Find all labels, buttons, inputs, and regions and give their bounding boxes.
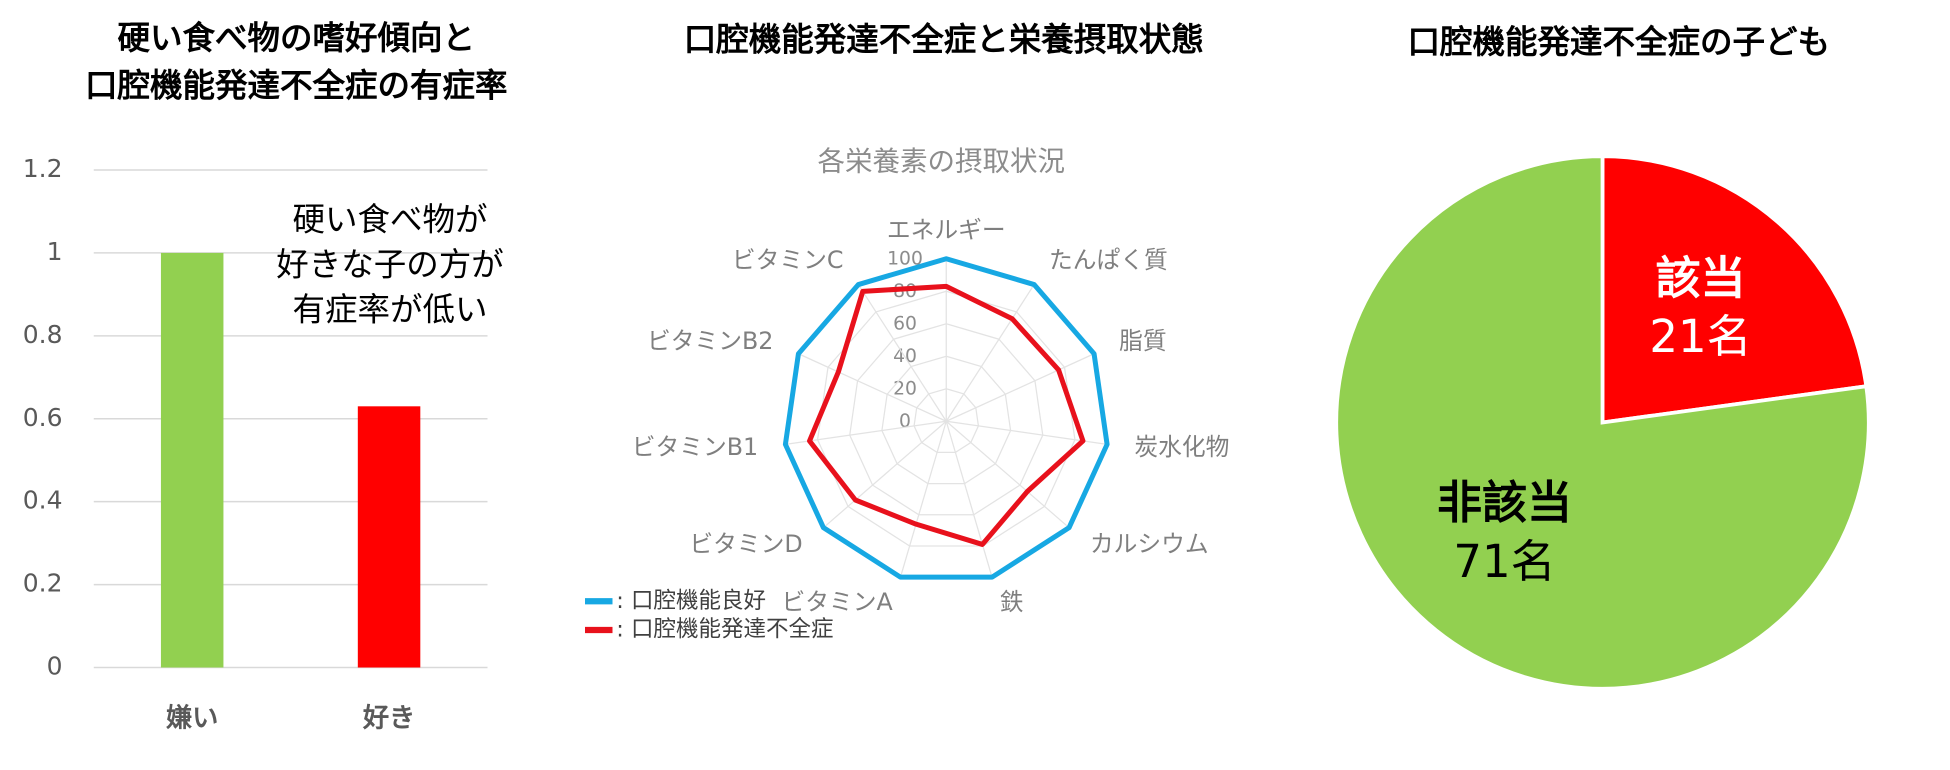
category-label: 炭水化物 [1134, 433, 1229, 461]
y-tick-label: 0.6 [23, 403, 63, 432]
y-tick-label: 0.2 [23, 569, 63, 598]
chart-subtitle: 各栄養素の摂取状況 [818, 146, 1066, 178]
axis-spoke [899, 421, 947, 578]
category-label: ビタミンC [732, 246, 844, 274]
category-label: ビタミンB2 [647, 327, 773, 355]
chart-title: 口腔機能発達不全症の子ども [1407, 23, 1830, 61]
pie-slice [1334, 154, 1871, 691]
series-line [807, 283, 1086, 547]
category-label: エネルギー [887, 216, 1006, 244]
category-label: ビタミンD [689, 530, 802, 558]
category-label: 鉄 [1000, 588, 1024, 616]
axis-spoke [945, 353, 1095, 422]
r-tick-label: 20 [893, 378, 917, 399]
axis-spoke [857, 284, 947, 422]
annotation: 有症率が低い [292, 290, 487, 328]
y-tick-label: 1 [47, 237, 63, 266]
legend-label: : 口腔機能良好 [616, 588, 766, 614]
chart-title: 硬い食べ物の嗜好傾向と [117, 19, 475, 57]
category-label: 脂質 [1119, 327, 1167, 355]
annotation: 好きな子の方が [276, 245, 504, 283]
bar [357, 406, 421, 668]
bar [160, 252, 224, 668]
category-label: ビタミンB1 [632, 433, 758, 461]
category-label: カルシウム [1090, 530, 1209, 558]
value-label: 71名 [1453, 535, 1555, 588]
series-line [782, 256, 1110, 580]
chart-title: 口腔機能発達不全症と栄養摂取状態 [684, 20, 1204, 58]
chart-title: 口腔機能発達不全症の有症率 [85, 67, 508, 105]
y-tick-label: 0.4 [23, 486, 63, 515]
value-label: 21名 [1649, 310, 1751, 363]
axis-spoke [945, 420, 1070, 529]
y-tick-label: 1.2 [23, 154, 63, 183]
category-label: たんぱく質 [1049, 246, 1168, 274]
axis-spoke [945, 421, 993, 578]
y-tick-label: 0.8 [23, 320, 63, 349]
grid-line [816, 290, 1076, 547]
grid-line [913, 388, 980, 454]
y-tick-label: 0 [47, 652, 63, 681]
x-tick-label: 嫌い [166, 703, 219, 733]
axis-spoke [823, 420, 947, 529]
annotation: 硬い食べ物が [292, 200, 487, 238]
category-label: ビタミンA [781, 588, 893, 616]
r-tick-label: 0 [899, 411, 911, 432]
grid-line [849, 323, 1044, 516]
grid-line [881, 355, 1012, 485]
r-tick-label: 100 [887, 248, 923, 269]
pie-slice [1600, 154, 1869, 425]
axis-spoke [798, 353, 947, 422]
slice-label: 非該当 [1437, 476, 1572, 529]
axis-spoke [945, 284, 1035, 422]
x-tick-label: 好き [362, 703, 416, 733]
slice-label: 該当 [1655, 251, 1745, 304]
legend-label: : 口腔機能発達不全症 [616, 617, 833, 643]
r-tick-label: 60 [893, 313, 917, 334]
